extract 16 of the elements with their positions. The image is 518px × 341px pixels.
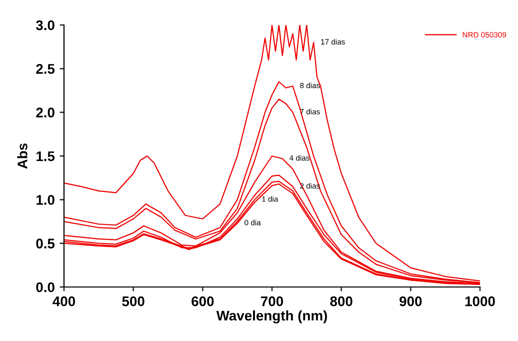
y-tick-label: 1.5	[36, 151, 55, 162]
y-tick-label: 0.0	[36, 282, 54, 292]
y-tick-label: 2.5	[36, 64, 55, 74]
x-tick-label: 900	[400, 296, 422, 306]
x-tick-label: 400	[52, 296, 76, 306]
y-tick-label: 2.0	[36, 108, 54, 118]
x-tick-label: 500	[122, 296, 144, 306]
y-tick-label: 3.0	[36, 20, 54, 30]
x-tick-label: 800	[330, 296, 352, 306]
y-axis-title: Abs	[17, 143, 28, 169]
y-tick-label: 0.5	[36, 238, 55, 249]
x-axis-title: Wavelength (nm)	[216, 310, 327, 324]
x-tick-label: 700	[261, 296, 284, 306]
x-tick-label: 1000	[465, 296, 495, 306]
y-tick-label: 1.0	[36, 195, 54, 205]
x-tick-label: 600	[192, 296, 214, 306]
